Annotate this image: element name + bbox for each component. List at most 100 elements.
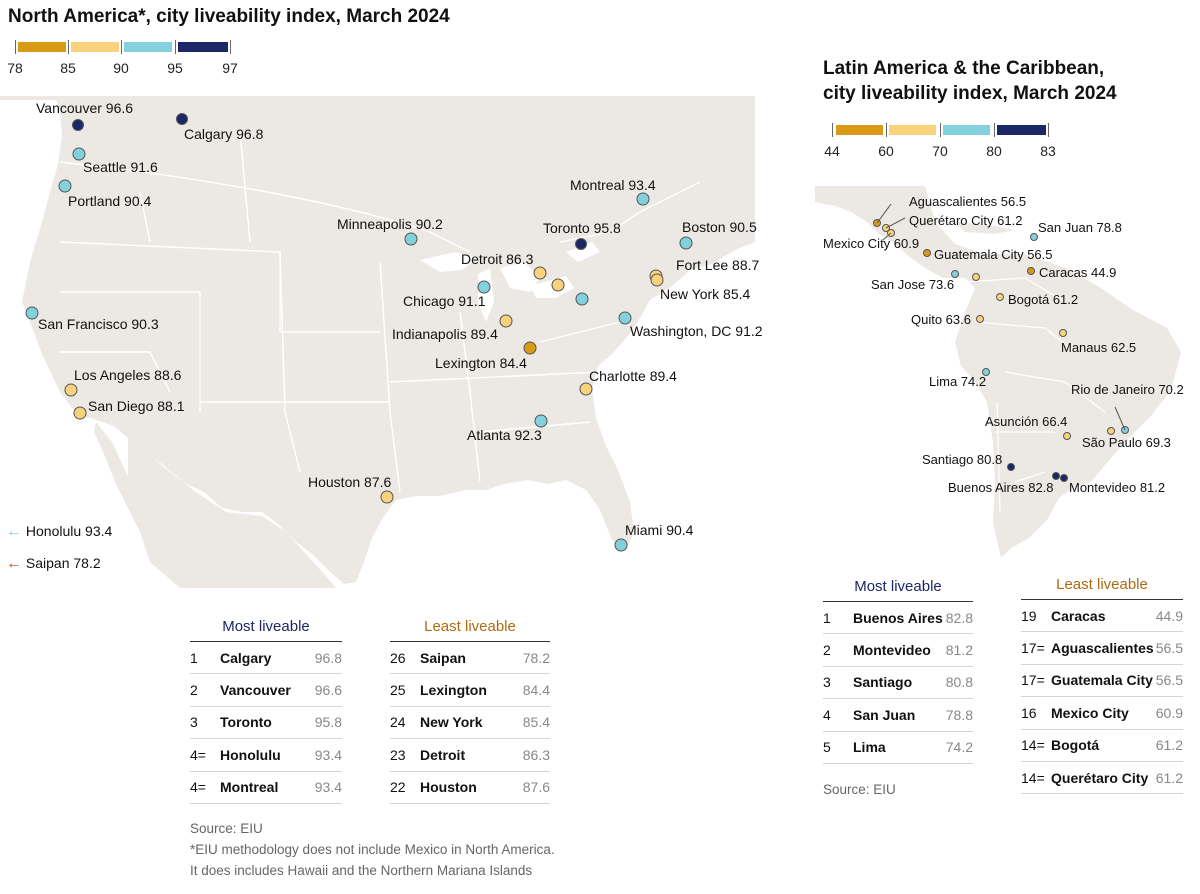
label-portland: Portland 90.4: [68, 193, 152, 209]
la-title-line-1: Latin America & the Caribbean,: [823, 58, 1105, 79]
label-montevideo: Montevideo 81.2: [1069, 480, 1166, 495]
na-most-header: Most liveable: [190, 618, 342, 642]
na-least-header: Least liveable: [390, 618, 550, 642]
city: Guatemala City: [1051, 664, 1156, 698]
na-legend-label: 78: [7, 60, 23, 76]
rank: 1: [823, 601, 853, 635]
dot-caracas: [1027, 267, 1035, 275]
dot-sao-paulo: [1107, 427, 1115, 435]
dot-minneapolis: [404, 232, 418, 246]
city: Lexington: [420, 673, 513, 707]
dot-portland: [58, 179, 72, 193]
rank: 5: [823, 731, 853, 764]
la-legend-bar-2: [889, 125, 936, 135]
la-legend-bar-4: [997, 125, 1046, 135]
rank: 3: [823, 666, 853, 700]
label-detroit: Detroit 86.3: [461, 251, 534, 267]
label-indianapolis: Indianapolis 89.4: [392, 326, 498, 342]
label-atlanta: Atlanta 92.3: [467, 427, 542, 443]
label-queretaro: Querétaro City 61.2: [909, 213, 1023, 228]
dot-miami: [614, 538, 628, 552]
na-legend-label: 85: [60, 60, 76, 76]
na-most-liveable-table: Most liveable 1 Calgary 96.8 2 Vancouver 96.…: [190, 618, 342, 804]
dot-san-juan: [1030, 233, 1038, 241]
arrow-left-icon: ←: [6, 523, 22, 540]
city: Toronto: [220, 706, 309, 740]
north-america-map: [0, 96, 755, 588]
label-sao-paulo: São Paulo 69.3: [1082, 435, 1171, 450]
dot-toronto: [575, 238, 587, 250]
label-fort-lee: Fort Lee 88.7: [676, 257, 760, 273]
table-row: 17= Aguascalientes 56.5: [1021, 631, 1183, 665]
value: 85.4: [512, 706, 550, 740]
dot-calgary: [176, 113, 188, 125]
label-montreal: Montreal 93.4: [570, 177, 656, 193]
dot-bogota: [996, 293, 1004, 301]
la-borders: [874, 231, 1106, 513]
value: 95.8: [308, 706, 342, 740]
dot-charlotte: [579, 382, 593, 396]
city: Vancouver: [220, 673, 309, 707]
value: 84.4: [512, 673, 550, 707]
table-row: 23 Detroit 86.3: [390, 738, 550, 772]
la-legend-label: 44: [824, 143, 840, 159]
na-legend-label: 97: [222, 60, 238, 76]
dot-detroit: [533, 266, 547, 280]
dot-montevideo: [1060, 474, 1068, 482]
value: 87.6: [512, 771, 550, 804]
label-los-angeles: Los Angeles 88.6: [74, 367, 182, 383]
label-mexico-city: Mexico City 60.9: [823, 236, 920, 251]
label-lexington: Lexington 84.4: [435, 355, 527, 371]
la-legend-tick: [1048, 123, 1049, 137]
la-most-liveable-table: Most liveable 1 Buenos Aires 82.8 2 Montevi…: [823, 578, 973, 764]
value: 61.2: [1155, 761, 1183, 795]
table-row: 5 Lima 74.2: [823, 731, 973, 764]
na-notes: Source: EIU *EIU methodology does not in…: [190, 818, 555, 881]
table-row: 25 Lexington 84.4: [390, 673, 550, 707]
dot-buenos-aires: [1052, 472, 1060, 480]
label-seattle: Seattle 91.6: [83, 159, 158, 175]
label-charlotte: Charlotte 89.4: [589, 368, 677, 384]
offmap-honolulu-label: Honolulu 93.4: [25, 523, 113, 539]
dot-lexington: [523, 341, 537, 355]
table-row: 16 Mexico City 60.9: [1021, 696, 1183, 730]
la-leader-lines: [876, 203, 1126, 431]
rank: 22: [390, 771, 420, 804]
na-legend-tick: [68, 40, 69, 54]
city: Montreal: [220, 771, 309, 804]
value: 78.8: [945, 698, 973, 732]
value: 61.2: [1155, 729, 1183, 762]
rank: 2: [823, 633, 853, 667]
rank: 4: [823, 698, 853, 732]
dot-santiago: [1007, 463, 1015, 471]
rank: 19: [1021, 599, 1051, 633]
dot-houston: [380, 490, 394, 504]
table-row: 3 Santiago 80.8: [823, 666, 973, 700]
value: 93.4: [308, 771, 342, 804]
na-legend-tick: [175, 40, 176, 54]
label-san-francisco: San Francisco 90.3: [38, 316, 159, 332]
table-row: 4= Honolulu 93.4: [190, 738, 342, 772]
latin-america-map: [815, 186, 1181, 558]
arrow-left-icon: ←: [6, 555, 22, 572]
la-title: Latin America & the Caribbean, city live…: [823, 56, 1117, 106]
rank: 2: [190, 673, 220, 707]
table-row: 1 Calgary 96.8: [190, 641, 342, 675]
la-legend-tick: [886, 123, 887, 137]
la-caribbean: [955, 222, 1015, 234]
table-row: 1 Buenos Aires 82.8: [823, 601, 973, 635]
label-chicago: Chicago 91.1: [403, 293, 486, 309]
na-source: Source: EIU: [190, 821, 263, 836]
label-san-juan: San Juan 78.8: [1038, 220, 1122, 235]
la-least-header: Least liveable: [1021, 576, 1183, 600]
label-santiago: Santiago 80.8: [922, 452, 1003, 467]
dot-cleveland: [551, 278, 565, 292]
dot-seattle: [72, 147, 86, 161]
la-legend-tick: [832, 123, 833, 137]
la-legend-label: 70: [932, 143, 948, 159]
na-legend-tick: [230, 40, 231, 54]
rank: 23: [390, 738, 420, 772]
city: Santiago: [853, 666, 946, 700]
na-legend-bar-1: [18, 42, 66, 52]
table-row: 4= Montreal 93.4: [190, 771, 342, 804]
